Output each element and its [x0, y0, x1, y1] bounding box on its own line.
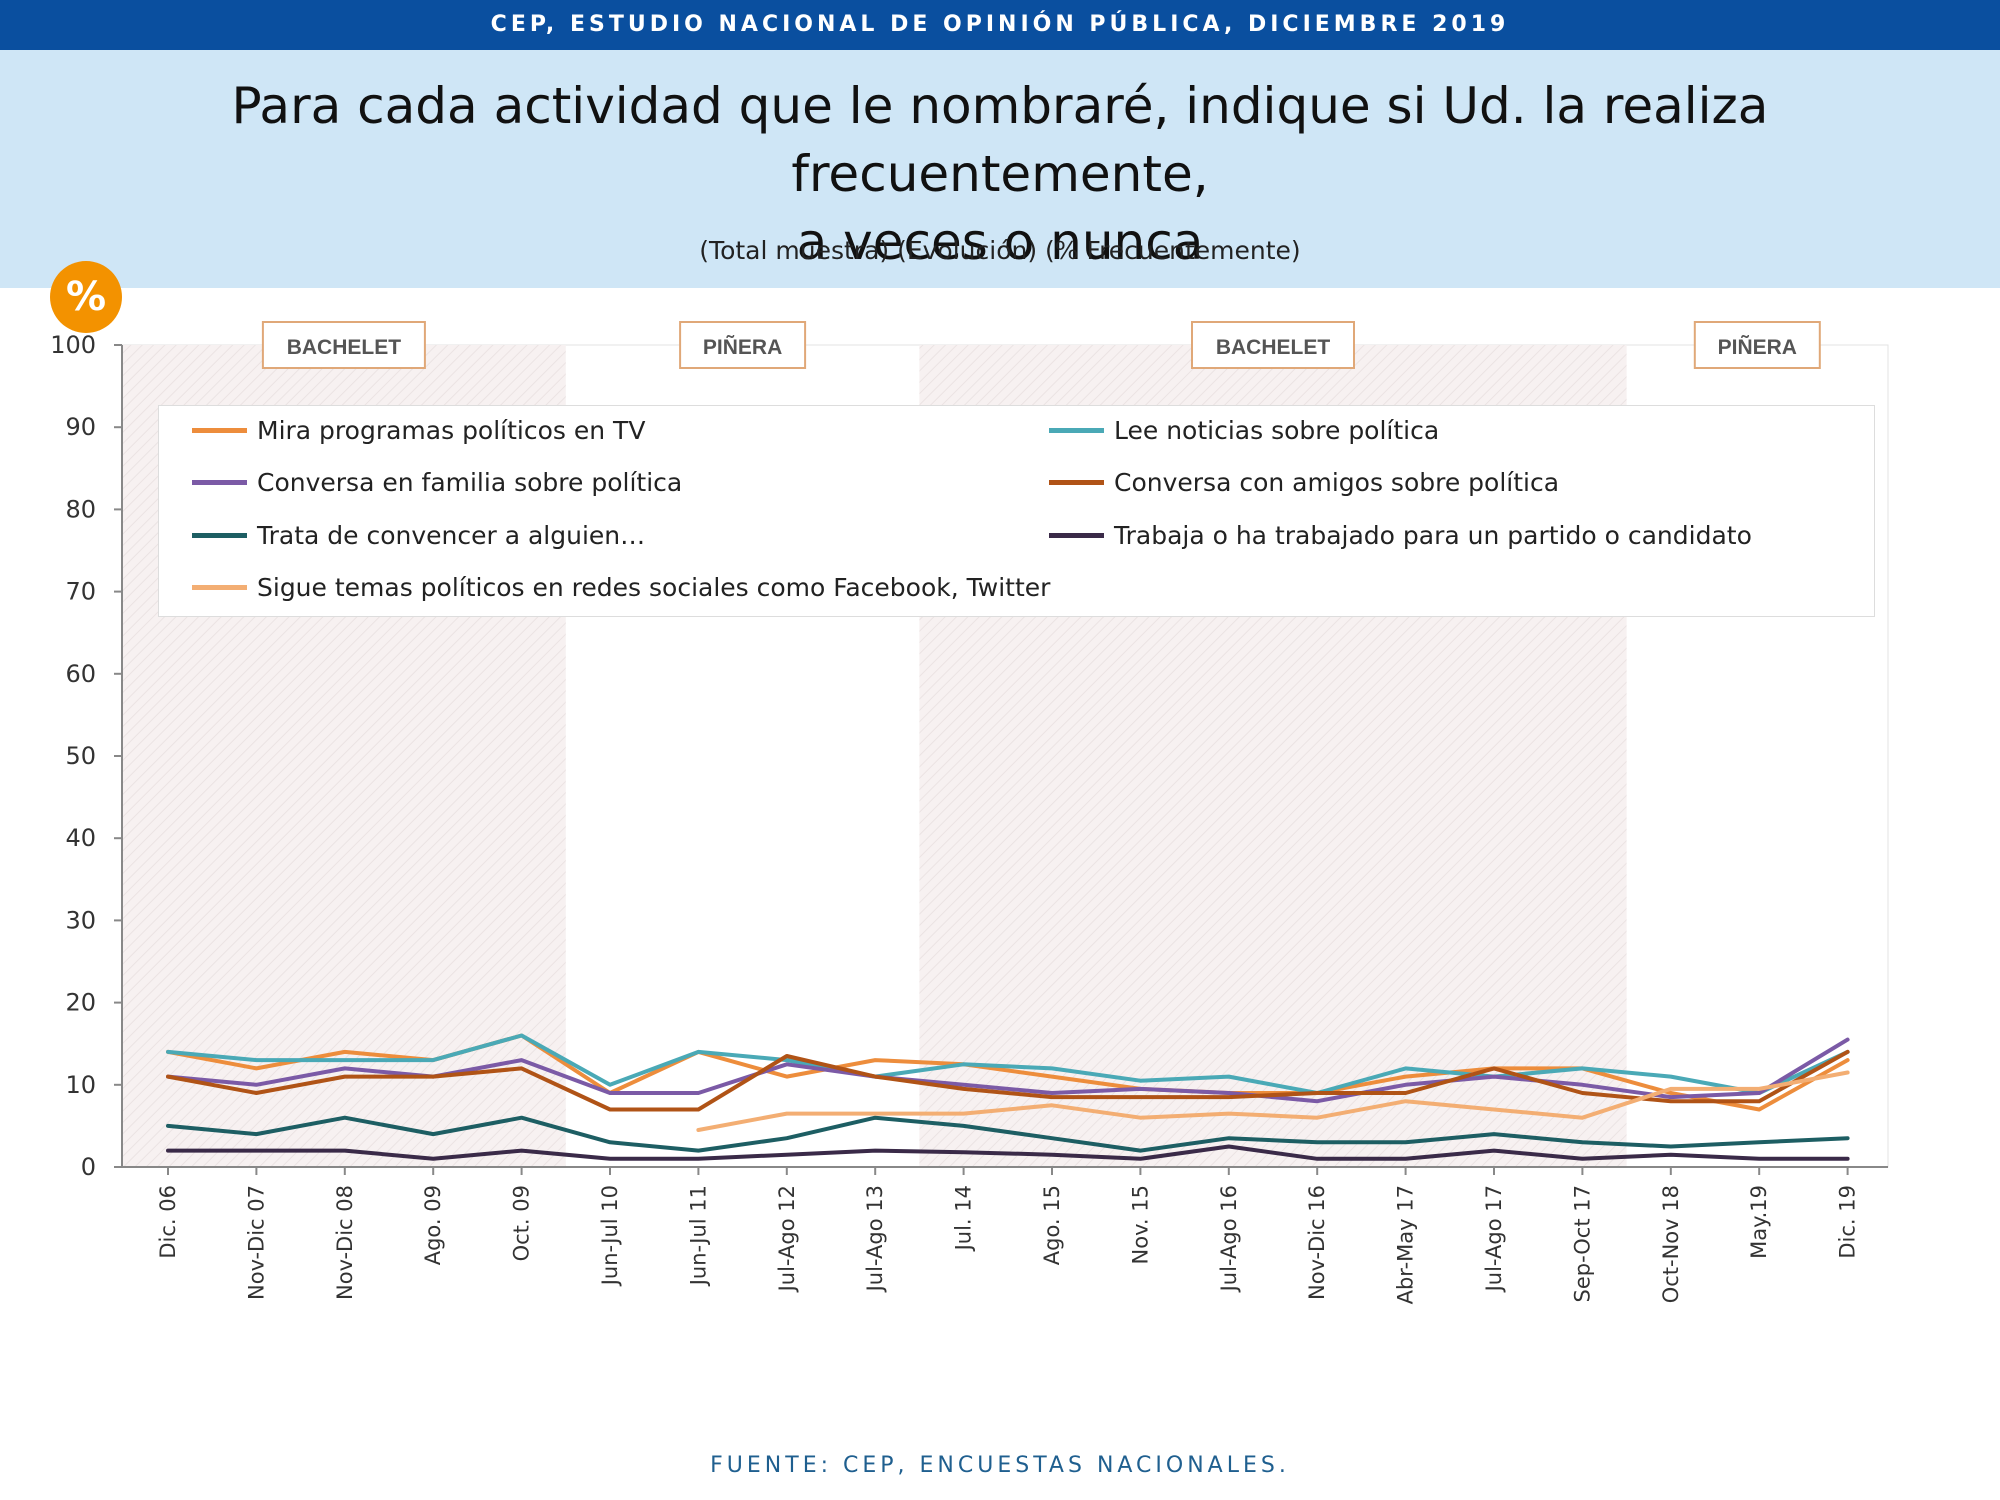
period-label: PIÑERA	[703, 336, 782, 359]
y-tick-label: 20	[65, 989, 96, 1017]
y-tick-label: 60	[65, 660, 96, 688]
series-line	[166, 1115, 1850, 1153]
x-tick-label: Jul-Ago 13	[863, 1185, 887, 1293]
y-tick-label: 50	[65, 742, 96, 770]
legend-swatch	[1049, 533, 1104, 538]
legend-item: Trabaja o ha trabajado para un partido o…	[1049, 521, 1752, 550]
x-tick-label: Oct. 09	[510, 1185, 534, 1261]
period-label-box	[679, 321, 807, 369]
x-tick-label: Sep-Oct 17	[1570, 1185, 1594, 1302]
x-tick-label: Oct-Nov 18	[1659, 1185, 1683, 1303]
x-tick-label: Nov-Dic 07	[244, 1185, 268, 1300]
chart-title: Para cada actividad que le nombraré, ind…	[60, 72, 1940, 276]
y-tick-label: 40	[65, 824, 96, 852]
x-tick-label: Ago. 09	[421, 1185, 445, 1265]
y-tick-label: 80	[65, 495, 96, 523]
legend-item: Conversa con amigos sobre política	[1049, 468, 1559, 497]
legend-swatch	[192, 428, 247, 433]
x-tick-label: Dic. 06	[156, 1185, 180, 1259]
x-tick-label: Jul-Ago 16	[1217, 1185, 1241, 1293]
legend-label: Mira programas políticos en TV	[257, 416, 646, 445]
legend-label: Conversa en familia sobre política	[257, 468, 683, 497]
y-tick-label: 10	[65, 1071, 96, 1099]
period-label-box	[1693, 321, 1821, 369]
legend-swatch	[192, 480, 247, 485]
x-tick-label: Nov-Dic 08	[333, 1185, 357, 1300]
x-tick-label: Nov-Dic 16	[1305, 1185, 1329, 1300]
legend-label: Sigue temas políticos en redes sociales …	[257, 573, 1051, 602]
series-line	[696, 1070, 1850, 1132]
legend-label: Trata de convencer a alguien…	[257, 521, 646, 550]
report-banner: CEP, ESTUDIO NACIONAL DE OPINIÓN PÚBLICA…	[0, 0, 2000, 50]
chart-subtitle: (Total muestra) (Evolución) (% Frecuente…	[699, 236, 1301, 265]
percent-badge: %	[50, 261, 122, 333]
y-tick-label: 0	[81, 1153, 96, 1181]
series-line	[166, 1049, 1850, 1112]
legend-swatch	[1049, 480, 1104, 485]
x-tick-label: May.19	[1747, 1185, 1771, 1259]
x-tick-label: Nov. 15	[1128, 1185, 1152, 1264]
period-label: BACHELET	[1216, 336, 1331, 359]
legend-label: Trabaja o ha trabajado para un partido o…	[1114, 521, 1752, 550]
legend-item: Sigue temas políticos en redes sociales …	[192, 573, 1050, 602]
legend-swatch	[192, 533, 247, 538]
x-tick-label: Dic. 19	[1836, 1185, 1860, 1259]
y-tick-label: 90	[65, 413, 96, 441]
y-tick-label: 30	[65, 906, 96, 934]
period-label-box	[261, 321, 426, 369]
x-tick-label: Jul-Ago 17	[1482, 1185, 1506, 1293]
x-tick-label: Jul-Ago 12	[775, 1185, 799, 1293]
period-label-box	[1191, 321, 1355, 369]
x-tick-label: Jun-Jul 11	[686, 1185, 710, 1287]
legend-item: Mira programas políticos en TV	[192, 416, 645, 445]
period-label: PIÑERA	[1718, 336, 1797, 359]
y-tick-label: 100	[50, 331, 96, 359]
legend-item: Trata de convencer a alguien…	[192, 521, 645, 550]
x-tick-label: Jun-Jul 10	[598, 1185, 622, 1287]
legend-label: Conversa con amigos sobre política	[1114, 468, 1560, 497]
y-tick-label: 70	[65, 578, 96, 606]
legend-item: Conversa en familia sobre política	[192, 468, 682, 497]
chart-legend: Mira programas políticos en TV Lee notic…	[158, 405, 1875, 617]
legend-swatch	[1049, 428, 1104, 433]
legend-swatch	[192, 585, 247, 590]
x-tick-label: Ago. 15	[1040, 1185, 1064, 1265]
legend-label: Lee noticias sobre política	[1114, 416, 1440, 445]
source-note: FUENTE: CEP, ENCUESTAS NACIONALES.	[710, 1453, 1290, 1478]
chart-title-line-1: Para cada actividad que le nombraré, ind…	[231, 77, 1769, 203]
series-line	[166, 1033, 1850, 1095]
legend-item: Lee noticias sobre política	[1049, 416, 1439, 445]
chart-title-line-2: a veces o nunca	[796, 213, 1204, 271]
period-label: BACHELET	[287, 336, 402, 359]
x-tick-label: Abr-May 17	[1394, 1185, 1418, 1304]
series-line	[166, 1144, 1850, 1161]
header-panel	[0, 50, 2000, 288]
x-tick-label: Jul. 14	[952, 1185, 976, 1252]
